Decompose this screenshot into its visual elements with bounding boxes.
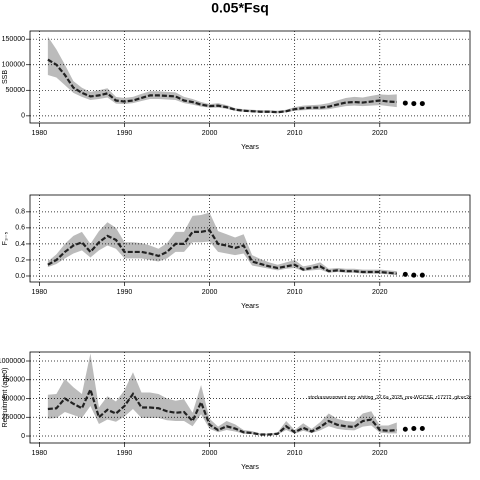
plot-frame (29, 30, 471, 124)
x-tick-label: 2010 (287, 450, 303, 457)
annotation: stockassessment.org: whiting_27.6a_2025_… (308, 395, 472, 401)
forecast-point (419, 101, 425, 107)
y-tick-label: 250000 (2, 414, 25, 421)
chart-title: 0.05*Fsq (211, 0, 269, 16)
y-axis-label: Recruitment (age0) (2, 368, 9, 428)
forecast-point (402, 100, 408, 106)
y-tick-label: 0.4 (15, 241, 25, 248)
estimate-line (47, 386, 397, 436)
y-tick-label: 50000 (6, 87, 26, 94)
plot-frame (29, 351, 471, 444)
x-tick-label: 2020 (372, 450, 388, 457)
estimate-line (47, 58, 397, 114)
y-tick-label: 0 (21, 433, 25, 440)
x-tick-label: 1990 (117, 450, 133, 457)
x-tick-label: 2010 (287, 289, 303, 296)
y-tick-label: 0.6 (15, 225, 25, 232)
y-tick-label: 0.2 (15, 257, 25, 264)
x-tick-label: 2020 (372, 130, 388, 137)
x-axis-label: Years (241, 144, 259, 151)
x-tick-label: 2020 (372, 289, 388, 296)
x-tick-label: 2000 (202, 450, 218, 457)
x-tick-label: 2000 (202, 130, 218, 137)
y-tick-label: 0.0 (15, 273, 25, 280)
x-tick-label: 1980 (32, 289, 48, 296)
x-axis-label: Years (241, 464, 259, 471)
forecast-point (411, 426, 417, 432)
plot-frame (29, 194, 471, 283)
y-tick-label: 500000 (2, 395, 25, 402)
forecast-point (411, 272, 417, 278)
confidence-band (47, 36, 397, 114)
y-tick-label: 0.8 (15, 209, 25, 216)
x-tick-label: 2000 (202, 289, 218, 296)
forecast-point (402, 271, 408, 277)
forecast-point (419, 272, 425, 278)
confidence-band (47, 353, 397, 436)
x-tick-label: 1980 (32, 450, 48, 457)
y-tick-label: 150000 (2, 36, 25, 43)
y-tick-label: 0 (21, 113, 25, 120)
estimate-line (47, 229, 397, 275)
x-tick-label: 1990 (117, 289, 133, 296)
forecast-point (419, 426, 425, 432)
y-tick-label: 100000 (2, 62, 25, 69)
forecast-point (411, 101, 417, 107)
y-tick-label: 750000 (2, 377, 25, 384)
y-axis-label: SSB (2, 70, 9, 84)
forecast-point (402, 426, 408, 432)
x-tick-label: 1980 (32, 130, 48, 137)
y-axis-label: F₃₋₅ (2, 232, 9, 246)
y-tick-label: 1000000 (0, 358, 25, 365)
x-tick-label: 1990 (117, 130, 133, 137)
x-axis-label: Years (241, 303, 259, 310)
x-tick-label: 2010 (287, 130, 303, 137)
